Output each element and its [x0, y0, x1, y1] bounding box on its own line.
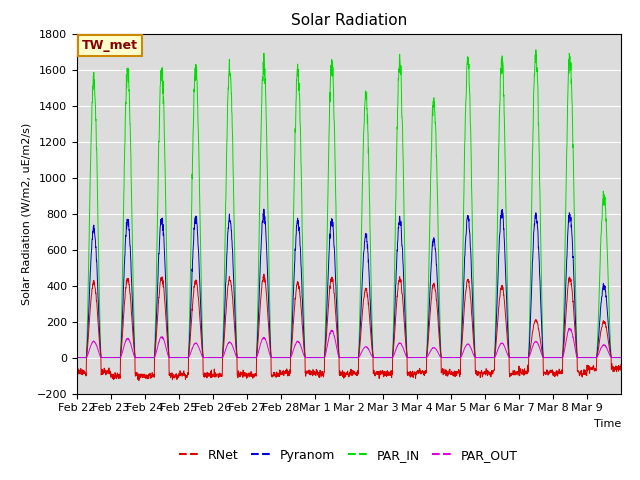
Pyranom: [609, 355, 617, 360]
Legend: RNet, Pyranom, PAR_IN, PAR_OUT: RNet, Pyranom, PAR_IN, PAR_OUT: [174, 444, 524, 467]
Pyranom: [617, 355, 625, 360]
PAR_OUT: [244, 355, 252, 360]
RNet: [544, 368, 552, 374]
RNet: [610, 365, 618, 371]
Line: Pyranom: Pyranom: [77, 209, 621, 358]
Pyranom: [543, 355, 551, 360]
Title: Solar Radiation: Solar Radiation: [291, 13, 407, 28]
PAR_OUT: [609, 355, 617, 360]
Text: TW_met: TW_met: [82, 39, 138, 52]
PAR_IN: [617, 355, 625, 360]
PAR_IN: [609, 355, 617, 360]
PAR_OUT: [566, 325, 573, 331]
Y-axis label: Solar Radiation (W/m2, uE/m2/s): Solar Radiation (W/m2, uE/m2/s): [21, 122, 31, 305]
PAR_OUT: [513, 355, 520, 360]
PAR_OUT: [617, 355, 625, 360]
Pyranom: [513, 355, 520, 360]
RNet: [260, 271, 268, 277]
PAR_IN: [381, 355, 389, 360]
PAR_IN: [73, 355, 81, 360]
RNet: [617, 362, 625, 368]
RNet: [73, 365, 81, 371]
Line: PAR_IN: PAR_IN: [77, 50, 621, 358]
Pyranom: [244, 355, 252, 360]
PAR_IN: [543, 355, 551, 360]
RNet: [513, 369, 521, 374]
X-axis label: Time: Time: [593, 419, 621, 429]
PAR_OUT: [543, 355, 551, 360]
PAR_OUT: [127, 343, 135, 348]
RNet: [382, 371, 390, 377]
RNet: [245, 370, 253, 376]
RNet: [127, 305, 135, 311]
Pyranom: [260, 206, 268, 212]
Pyranom: [127, 268, 135, 274]
PAR_IN: [513, 355, 520, 360]
Line: RNet: RNet: [77, 274, 621, 381]
Line: PAR_OUT: PAR_OUT: [77, 328, 621, 358]
PAR_IN: [127, 173, 135, 179]
PAR_IN: [532, 47, 540, 53]
PAR_OUT: [73, 355, 81, 360]
PAR_IN: [244, 355, 252, 360]
Pyranom: [73, 355, 81, 360]
RNet: [135, 378, 143, 384]
Pyranom: [381, 355, 389, 360]
PAR_OUT: [381, 355, 389, 360]
